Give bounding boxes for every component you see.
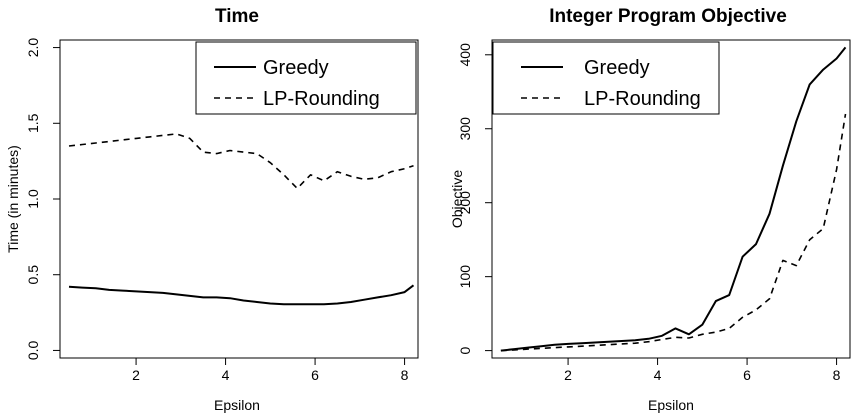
objective-x-axis-label: Epsilon <box>648 397 694 413</box>
objective-legend-greedy-label: Greedy <box>584 57 650 79</box>
objective-chart-title: Integer Program Objective <box>549 6 787 27</box>
objective-legend: Greedy LP-Rounding <box>492 41 720 115</box>
objective-x-tick-label: 8 <box>833 367 841 383</box>
time-legend-greedy-label: Greedy <box>263 57 329 79</box>
time-y-axis: 0.0 0.5 1.0 1.5 2.0 <box>25 38 60 360</box>
time-x-axis: 2 4 6 8 <box>132 358 409 383</box>
objective-y-axis: 0 100 200 300 400 <box>457 43 492 355</box>
objective-y-tick-label: 100 <box>457 265 473 289</box>
time-y-tick-label: 2.0 <box>25 38 41 58</box>
time-y-tick-label: 1.5 <box>25 113 41 133</box>
time-legend: Greedy LP-Rounding <box>195 41 417 115</box>
objective-series-greedy-line <box>500 46 847 352</box>
objective-series-lines <box>500 46 847 352</box>
time-y-tick-label: 0.0 <box>25 340 41 360</box>
time-chart: Time 2 4 6 8 0.0 0.5 1.0 1.5 2.0 Epsilon Time (… <box>5 6 419 413</box>
objective-y-tick-label: 300 <box>457 117 473 141</box>
time-y-tick-label: 1.0 <box>25 189 41 209</box>
time-x-tick-label: 8 <box>401 367 409 383</box>
objective-y-tick-label: 400 <box>457 43 473 67</box>
objective-x-axis: 2 4 6 8 <box>564 358 841 383</box>
objective-chart: Integer Program Objective 2 4 6 8 0 100 200 30… <box>449 6 851 413</box>
objective-y-tick-label: 0 <box>457 347 473 355</box>
objective-series-lp-rounding-line <box>500 113 847 352</box>
objective-y-tick-label: 200 <box>457 191 473 215</box>
objective-x-tick-label: 6 <box>743 367 751 383</box>
objective-legend-lp-label: LP-Rounding <box>584 88 701 110</box>
objective-x-tick-label: 2 <box>564 367 572 383</box>
objective-x-tick-label: 4 <box>654 367 662 383</box>
objective-legend-box <box>492 41 720 115</box>
time-series-lp-rounding-line <box>68 133 414 190</box>
time-x-tick-label: 6 <box>311 367 319 383</box>
time-y-tick-label: 0.5 <box>25 265 41 285</box>
time-chart-title: Time <box>215 6 259 27</box>
time-x-axis-label: Epsilon <box>214 397 260 413</box>
objective-y-axis-label: Objective <box>449 170 465 229</box>
time-legend-box <box>195 41 417 115</box>
time-x-tick-label: 4 <box>222 367 230 383</box>
objective-plot-frame <box>491 39 851 359</box>
time-series-lines <box>68 133 415 306</box>
time-legend-lp-label: LP-Rounding <box>263 88 380 110</box>
time-x-tick-label: 2 <box>132 367 140 383</box>
time-series-greedy-line <box>68 284 415 306</box>
time-y-axis-label: Time (in minutes) <box>5 145 21 253</box>
